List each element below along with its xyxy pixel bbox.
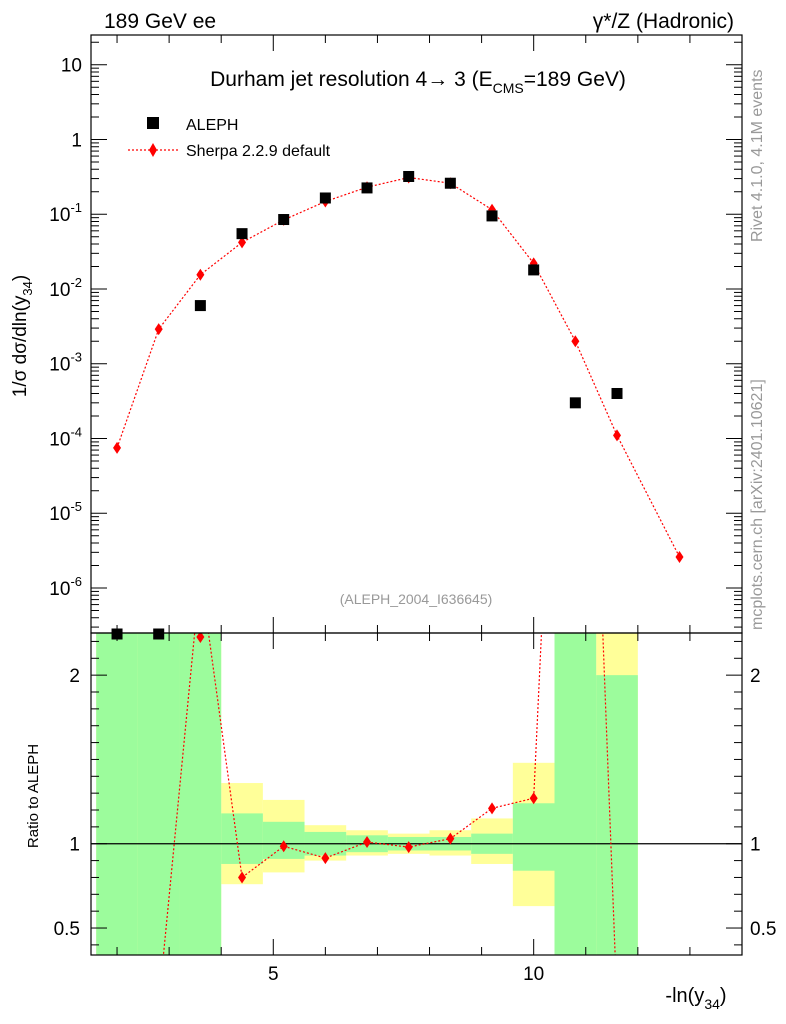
ratio-bands [96, 633, 638, 955]
x-tick-label: 5 [268, 964, 279, 985]
ratio-point [279, 840, 288, 853]
legend-aleph-marker [147, 117, 159, 129]
aleph-point [444, 177, 456, 189]
aleph-point [611, 387, 623, 399]
ratio-band-green [554, 633, 597, 955]
sherpa-point [238, 236, 247, 249]
tick-labels: 5 10 10-6 10-5 10-4 10-3 10-2 10-1 1 10 0.5 0.5 1 1 2 2 [49, 56, 776, 985]
ratio-y-tick-label-left: 0.5 [54, 919, 80, 940]
rivet-version-label: Rivet 4.1.0, 4.1M events [749, 69, 766, 242]
aleph-point [278, 214, 290, 226]
aleph-point [403, 170, 415, 182]
sherpa-curve [116, 176, 681, 558]
mcplots-label: mcplots.cern.ch [arXiv:2401.10621] [749, 379, 766, 630]
ratio-point [363, 836, 372, 849]
aleph-point [153, 628, 165, 640]
ratio-y-axis-label: Ratio to ALEPH [25, 744, 42, 848]
aleph-point [486, 210, 498, 222]
ratio-band-green [596, 675, 638, 955]
aleph-point [194, 300, 206, 312]
header-left-label: 189 GeV ee [104, 10, 216, 33]
sherpa-point [613, 429, 622, 442]
aleph-point [236, 228, 248, 240]
ratio-point [321, 852, 330, 865]
analysis-id-label: (ALEPH_2004_I636645) [340, 591, 493, 607]
y-tick-label: 10 [61, 56, 82, 77]
sherpa-point [113, 441, 122, 454]
x-tick-label: 10 [523, 964, 544, 985]
ratio-band-green [179, 633, 222, 955]
y-tick-label: 10-4 [49, 424, 82, 450]
ratio-point [529, 792, 538, 805]
panel-frames [90, 34, 743, 956]
ratio-point [488, 802, 497, 815]
legend-sherpa-marker [149, 143, 157, 157]
ratio-band-green [512, 803, 555, 871]
ratio-point [238, 871, 247, 884]
ratio-point [404, 841, 413, 854]
y-tick-label: 10-6 [49, 574, 82, 600]
x-axis-label: -ln(y34) [665, 985, 726, 1012]
sherpa-point [154, 323, 163, 336]
sherpa-point [675, 550, 684, 563]
aleph-point [319, 192, 331, 204]
sherpa-point [196, 268, 205, 281]
sherpa-point [571, 335, 580, 348]
ratio-y-tick-label-left: 2 [69, 666, 80, 687]
y-tick-label: 10-5 [49, 499, 82, 525]
legend-sherpa-label: Sherpa 2.2.9 default [186, 143, 331, 160]
lower-frame [90, 632, 743, 956]
ratio-y-tick-label-right: 2 [750, 666, 761, 687]
y-tick-label: 10-1 [49, 200, 82, 226]
y-tick-label: 1 [71, 130, 82, 151]
ratio-band-green [96, 633, 138, 955]
mc-series [113, 171, 684, 563]
y-tick-label: 10-3 [49, 350, 82, 376]
ratio-point [446, 832, 455, 845]
chart-title: Durham jet resolution 4→ 3 (ECMS=189 GeV… [210, 68, 626, 96]
ratio-band-green [137, 633, 180, 955]
aleph-point [361, 182, 373, 194]
legend-aleph-label: ALEPH [186, 117, 238, 134]
ratio-series [162, 633, 616, 955]
aleph-point [569, 397, 581, 409]
ratio-y-tick-label-left: 1 [69, 835, 80, 856]
upper-y-axis-label: 1/σ dσ/dln(y34) [10, 275, 35, 397]
aleph-point [528, 264, 540, 276]
ratio-y-tick-label-right: 0.5 [750, 919, 776, 940]
y-tick-label: 10-2 [49, 275, 82, 301]
axis-ticks [91, 35, 742, 955]
header-right-label: γ*/Z (Hadronic) [593, 10, 734, 33]
ratio-y-tick-label-right: 1 [750, 835, 761, 856]
ratio-band-green [221, 813, 263, 864]
data-series [111, 170, 623, 640]
ratio-point [196, 633, 205, 643]
legend: ALEPH Sherpa 2.2.9 default [128, 117, 331, 160]
